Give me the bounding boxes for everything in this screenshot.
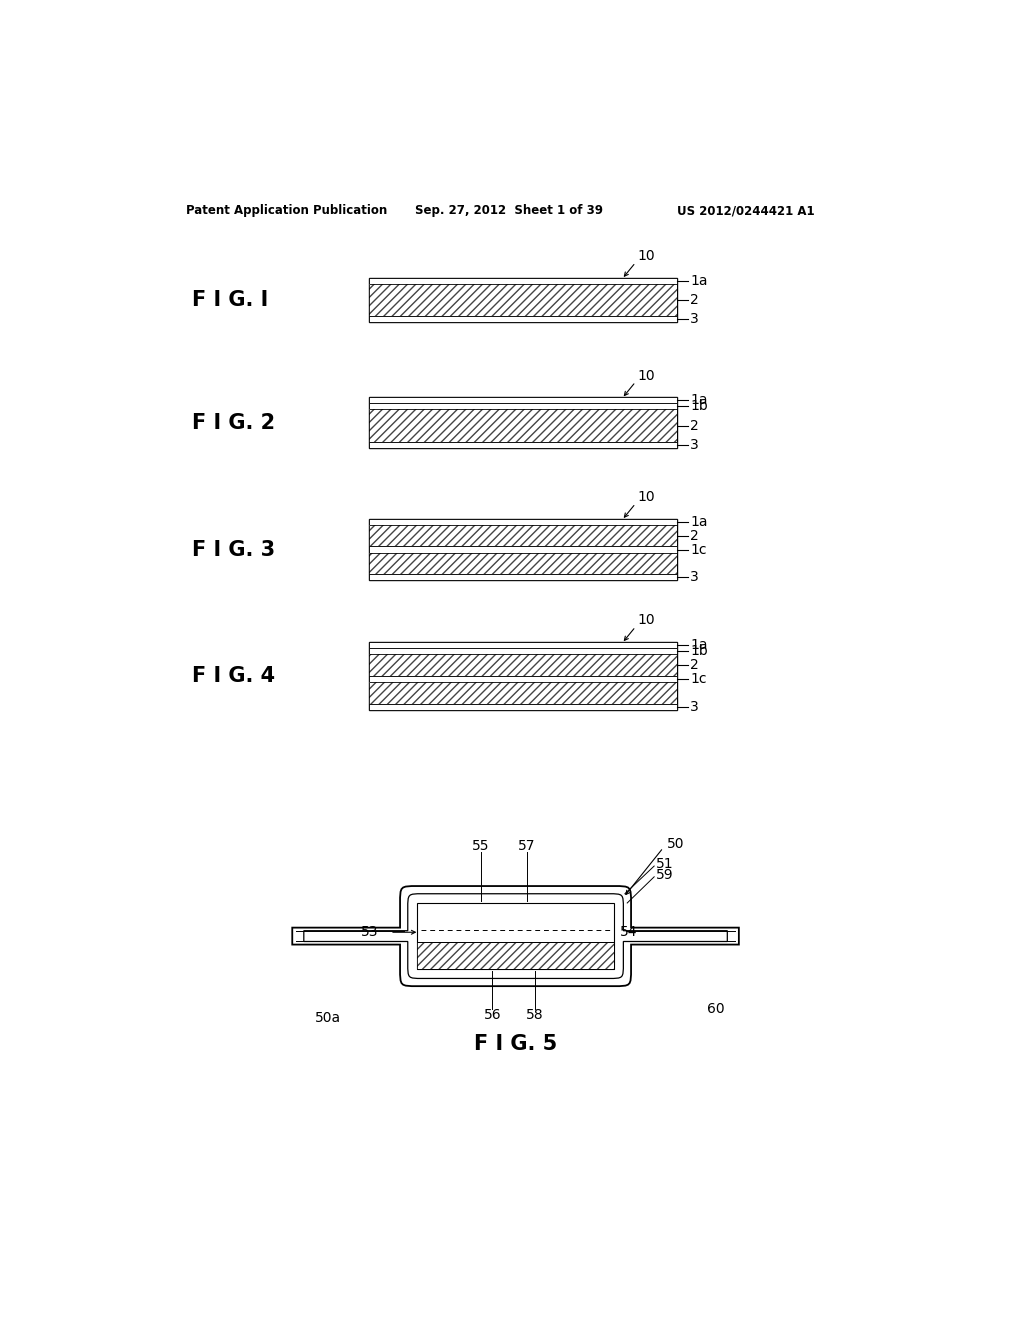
Text: Patent Application Publication: Patent Application Publication [186,205,387,218]
Bar [417,942,614,969]
Text: 57: 57 [518,840,536,853]
Text: 2: 2 [690,659,699,672]
Text: F I G. 3: F I G. 3 [193,540,275,560]
Bar [370,682,677,704]
Text: 54: 54 [621,925,638,940]
Bar [417,903,614,969]
Bar [370,397,677,404]
Text: F I G. 2: F I G. 2 [193,413,275,433]
Bar [370,277,677,284]
Text: 1b: 1b [690,400,709,413]
Text: Sep. 27, 2012  Sheet 1 of 39: Sep. 27, 2012 Sheet 1 of 39 [416,205,603,218]
Text: 2: 2 [690,418,699,433]
Text: F I G. 4: F I G. 4 [193,665,275,686]
Bar [370,676,677,682]
Text: 53: 53 [361,925,379,940]
Bar [370,409,677,442]
Text: 1a: 1a [690,515,708,529]
Bar [370,655,677,676]
Text: 1b: 1b [690,644,709,659]
Text: US 2012/0244421 A1: US 2012/0244421 A1 [677,205,815,218]
Text: 10: 10 [637,368,654,383]
Bar [417,942,614,969]
Text: 1a: 1a [690,393,708,407]
PathPatch shape [292,886,739,986]
Text: 2: 2 [690,293,699,308]
Text: 3: 3 [690,700,699,714]
Bar [370,655,677,676]
Bar [370,519,677,581]
Bar [370,682,677,704]
Bar [370,317,677,322]
Text: 1c: 1c [690,672,707,686]
Text: 59: 59 [655,869,674,882]
Bar [370,442,677,447]
Bar [370,553,677,574]
Bar [370,409,677,442]
Bar [370,642,677,648]
Text: 56: 56 [483,1008,502,1023]
Text: 50: 50 [668,837,685,850]
Bar [370,704,677,710]
Bar [370,525,677,546]
Text: 10: 10 [637,490,654,504]
Text: 3: 3 [690,313,699,326]
Text: 51: 51 [655,858,674,871]
Bar [370,404,677,409]
Text: 1c: 1c [690,543,707,557]
Bar [370,546,677,553]
Bar [370,409,677,442]
Text: 10: 10 [637,249,654,263]
Bar [370,655,677,676]
Text: F I G. 5: F I G. 5 [474,1034,557,1053]
Bar [370,277,677,322]
Bar [370,284,677,317]
Bar [370,519,677,525]
Text: 55: 55 [472,840,489,853]
Bar [370,574,677,581]
Text: 58: 58 [526,1008,544,1023]
Bar [370,553,677,574]
PathPatch shape [304,894,727,978]
Bar [370,397,677,447]
Bar [370,284,677,317]
Bar [370,284,677,317]
Text: 3: 3 [690,570,699,585]
Text: F I G. I: F I G. I [193,290,268,310]
Bar [370,642,677,710]
Bar [370,648,677,655]
Text: 1a: 1a [690,638,708,652]
Text: 60: 60 [707,1002,725,1016]
Bar [370,525,677,546]
Text: 2: 2 [690,529,699,543]
Text: 1a: 1a [690,273,708,288]
Text: 50a: 50a [315,1011,341,1026]
Bar [370,553,677,574]
Bar [370,682,677,704]
Text: 10: 10 [637,614,654,627]
Bar [370,525,677,546]
Text: 3: 3 [690,438,699,451]
Bar [417,942,614,969]
